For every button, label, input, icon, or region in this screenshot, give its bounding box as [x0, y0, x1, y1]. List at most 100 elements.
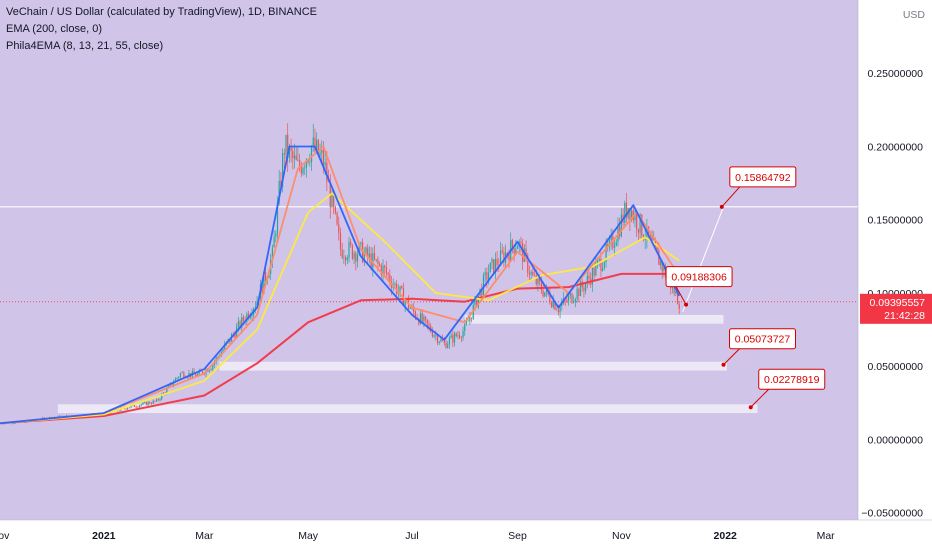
- callout-label-0: 0.15864792: [735, 172, 791, 184]
- candle: [428, 320, 430, 332]
- candle-body: [316, 139, 318, 151]
- candle-body: [293, 155, 296, 159]
- candle-body: [281, 153, 284, 188]
- y-tick-label: 0.00000000: [868, 434, 924, 446]
- candle-body: [353, 253, 355, 259]
- candle: [452, 330, 454, 347]
- candle: [448, 335, 451, 350]
- candle-body: [649, 235, 651, 237]
- x-tick-label: Mar: [195, 530, 214, 542]
- candle: [503, 247, 505, 268]
- candle-body: [241, 317, 243, 329]
- candle: [578, 287, 580, 302]
- candle-body: [157, 399, 159, 401]
- candle-body: [305, 159, 308, 168]
- candle-body: [593, 267, 595, 276]
- candle-body: [613, 245, 616, 248]
- y-tick-label: −0.05000000: [861, 508, 923, 520]
- candle-body: [566, 299, 568, 301]
- x-tick-label: Mar: [817, 530, 836, 542]
- candle-body: [387, 273, 389, 275]
- callout-label-3: 0.02278919: [764, 374, 820, 386]
- candle: [384, 264, 386, 275]
- candle-body: [375, 259, 377, 260]
- candle: [450, 333, 452, 339]
- candle-body: [246, 313, 248, 322]
- candle-body: [476, 297, 478, 307]
- candle-body: [181, 372, 183, 374]
- candle-body: [591, 267, 594, 285]
- candle-body: [314, 137, 316, 151]
- candle-body: [254, 306, 256, 309]
- candle: [145, 401, 148, 406]
- candle-body: [499, 250, 502, 266]
- candle: [336, 211, 338, 226]
- candle: [462, 326, 464, 341]
- candle-body: [385, 267, 388, 274]
- candle-body: [676, 291, 679, 305]
- candle: [625, 192, 628, 223]
- chart-legend: VeChain / US Dollar (calculated by Tradi…: [6, 4, 317, 55]
- candle-body: [433, 335, 435, 337]
- candle-body: [174, 378, 176, 383]
- candle-body: [363, 253, 365, 263]
- candle-body: [401, 286, 403, 289]
- x-tick-label: May: [298, 530, 319, 542]
- candle-body: [156, 399, 158, 402]
- candle-body: [350, 241, 352, 246]
- candle-body: [145, 402, 148, 406]
- candle-body: [663, 266, 665, 271]
- candle-body: [586, 275, 588, 284]
- candle: [516, 244, 519, 250]
- candle: [678, 301, 680, 315]
- candle-body: [302, 168, 304, 174]
- candle: [453, 331, 456, 347]
- candle-body: [595, 263, 597, 276]
- candle: [401, 285, 403, 290]
- candle-body: [523, 248, 525, 262]
- candle-body: [234, 334, 236, 338]
- candle: [447, 341, 449, 349]
- candle: [137, 405, 139, 408]
- candle-body: [545, 288, 548, 293]
- candle-body: [365, 247, 367, 254]
- candle: [338, 216, 340, 241]
- candle: [494, 252, 496, 280]
- candle-body: [384, 265, 386, 268]
- candle-body: [280, 180, 282, 188]
- candle-body: [600, 258, 602, 271]
- price-axis-panel: [858, 0, 932, 550]
- callout-dot-0: [719, 204, 724, 209]
- candle: [355, 250, 357, 271]
- candle: [178, 376, 180, 380]
- candle: [659, 260, 662, 270]
- candle-body: [334, 206, 336, 213]
- candle: [460, 336, 462, 343]
- candle-body: [414, 311, 416, 318]
- candle-body: [176, 377, 178, 379]
- y-tick-label: 0.20000000: [868, 141, 924, 153]
- candle: [624, 200, 626, 227]
- candle-body: [654, 239, 657, 246]
- candle-body: [310, 146, 313, 163]
- candle-body: [602, 267, 604, 271]
- candle-body: [382, 265, 384, 276]
- y-tick-label: 0.25000000: [868, 68, 924, 80]
- candle-body: [150, 403, 153, 405]
- candle: [363, 247, 365, 267]
- candle: [649, 234, 651, 238]
- candle: [550, 300, 553, 309]
- candle-body: [438, 341, 440, 343]
- candle-body: [344, 257, 347, 261]
- x-tick-label: 2022: [714, 530, 738, 542]
- candle: [302, 165, 304, 176]
- candle: [159, 398, 161, 402]
- candle-body: [208, 370, 210, 372]
- candle: [574, 297, 577, 308]
- candle-body: [557, 310, 559, 313]
- candle: [433, 334, 435, 339]
- candle-body: [540, 281, 542, 291]
- candle-body: [610, 235, 612, 241]
- candle: [499, 242, 502, 267]
